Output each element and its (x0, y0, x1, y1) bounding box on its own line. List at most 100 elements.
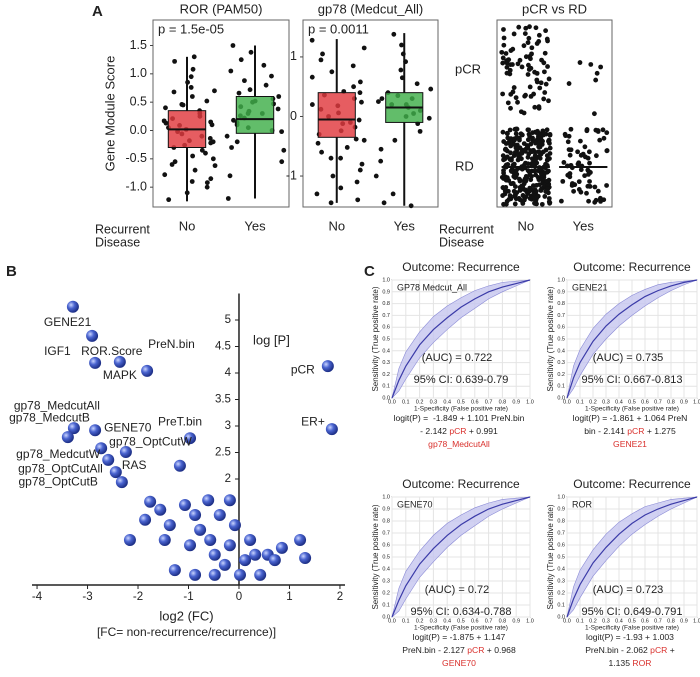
data-point (604, 183, 609, 188)
y-tick-label: 0.2 (557, 590, 565, 596)
data-point (357, 167, 363, 173)
y-tick-label: 1.0 (130, 66, 147, 80)
data-point (565, 172, 571, 178)
data-point (279, 129, 285, 135)
y-tick-label: RD (455, 158, 474, 173)
y-tick-label: 0.8 (557, 301, 565, 307)
x-axis-label: Disease (95, 235, 140, 249)
x-tick-label: 0.2 (589, 399, 597, 405)
y-tick-label: 0.3 (557, 578, 565, 584)
data-point (249, 548, 262, 561)
formula-term: PreN.bin - 2.062 (585, 645, 650, 655)
x-tick-label: 0.5 (457, 618, 465, 624)
data-point (248, 49, 254, 55)
data-point (354, 179, 360, 185)
y-tick-label: 0.0 (130, 123, 147, 137)
point-label: GENE70 (104, 420, 152, 434)
data-point (537, 149, 543, 155)
data-point (203, 150, 208, 156)
y-tick-label: 0.5 (557, 336, 565, 342)
data-point (532, 168, 538, 174)
x-tick-label: 0.5 (457, 399, 465, 405)
data-point (501, 170, 506, 176)
data-point (225, 196, 231, 201)
formula-term: pCR (449, 426, 466, 436)
formula-term: logit(P) = -1.861 + 1.064 PreN (573, 413, 688, 423)
data-point (582, 144, 588, 150)
data-point (229, 145, 234, 150)
data-point (309, 74, 315, 80)
data-point (529, 45, 535, 51)
data-point (587, 179, 592, 184)
data-point (547, 140, 552, 146)
x-tick-label: 0.2 (589, 618, 597, 624)
data-point (89, 356, 102, 369)
data-point (516, 24, 522, 30)
data-point (592, 184, 598, 190)
data-point (144, 495, 157, 508)
data-point (359, 99, 364, 105)
y-tick-label: 2.5 (215, 447, 231, 459)
point-label: gp78_OptCutB (18, 474, 97, 488)
data-point (507, 193, 513, 199)
data-point (506, 57, 512, 63)
data-point (510, 180, 516, 186)
y-axis-label: Sensitivity (True positive rate) (546, 504, 555, 609)
y-tick-label: 0.7 (382, 530, 390, 536)
data-point (578, 189, 584, 195)
point-label: RAS (122, 458, 147, 472)
ci-text: 95% CI: 0.667-0.813 (582, 374, 683, 386)
y-tick-label: 0.9 (382, 506, 390, 512)
data-point (513, 131, 519, 137)
y-tick-label: 0.6 (382, 325, 390, 331)
data-point (351, 84, 356, 90)
data-point (102, 453, 115, 466)
x-tick-label: 1.0 (693, 618, 700, 624)
x-tick-label: 0.8 (499, 618, 507, 624)
data-point (191, 54, 197, 60)
x-tick-label: 0.4 (443, 618, 451, 624)
plot-frame (302, 19, 439, 208)
data-point (525, 154, 531, 160)
data-point (239, 554, 252, 567)
data-point (503, 146, 509, 152)
y-tick-label: 0.0 (382, 614, 390, 620)
data-point (546, 196, 552, 201)
data-point (212, 88, 217, 94)
data-point (184, 432, 197, 445)
data-point (109, 466, 122, 479)
data-point (513, 167, 519, 173)
data-point (598, 64, 604, 70)
y-tick-label: -0.5 (125, 151, 147, 165)
y-tick-label: 1.0 (557, 494, 565, 500)
x-tick-label: 0.0 (563, 618, 571, 624)
data-point (329, 69, 335, 75)
data-point (95, 442, 108, 455)
auc-text: (AUC) = 0.72 (425, 584, 490, 596)
data-point (381, 200, 387, 206)
x-tick-label: 0.9 (680, 399, 688, 405)
data-point (543, 28, 549, 34)
data-point (536, 39, 542, 44)
data-point (505, 100, 511, 106)
y-tick-label: 0.7 (382, 313, 390, 319)
data-point (361, 45, 367, 51)
data-point (539, 201, 545, 207)
data-point (163, 519, 176, 532)
data-point (115, 476, 128, 489)
data-point (199, 147, 205, 153)
plot-frame (152, 19, 290, 208)
formula-term: + 0.968 (484, 645, 516, 655)
data-point (510, 62, 515, 67)
data-point (511, 161, 517, 167)
data-point (204, 180, 210, 186)
data-point (328, 155, 334, 161)
data-point (523, 25, 529, 31)
data-point (503, 184, 509, 190)
data-point (501, 42, 507, 48)
x-tick-label: 0.9 (512, 399, 520, 405)
data-point (582, 173, 588, 179)
x-tick-label: Yes (394, 218, 416, 233)
data-point (536, 105, 542, 111)
y-tick-label: 0.6 (557, 325, 565, 331)
